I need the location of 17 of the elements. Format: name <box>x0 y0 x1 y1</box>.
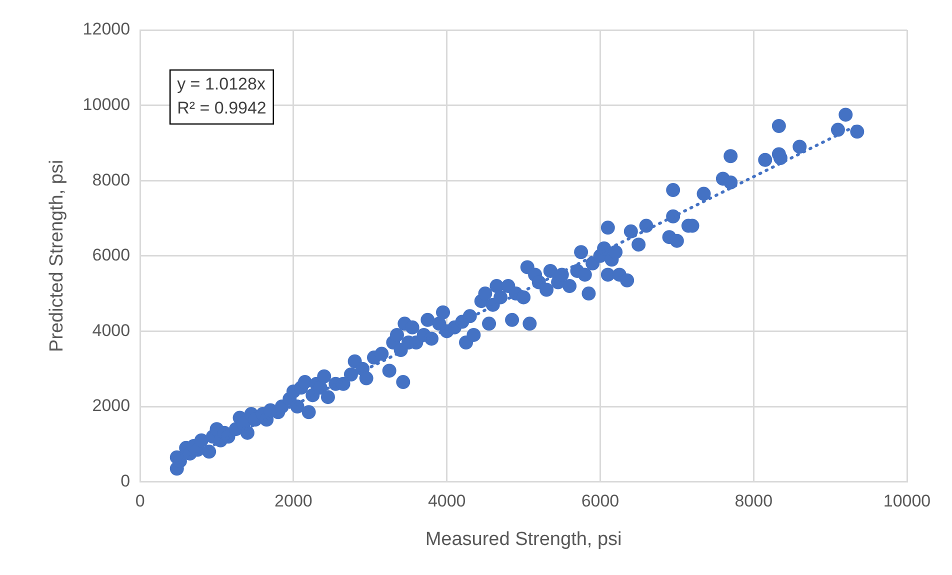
y-tick-label: 0 <box>120 471 130 490</box>
y-axis-title: Predicted Strength, psi <box>46 160 68 352</box>
x-tick-label: 10000 <box>883 492 931 511</box>
annotation: R² = 0.9942 <box>177 98 266 118</box>
annotation: y = 1.0128x <box>177 74 266 94</box>
y-tick-label: 8000 <box>92 170 130 190</box>
x-tick-label: 4000 <box>428 492 466 511</box>
y-tick-label: 6000 <box>92 246 130 265</box>
x-tick-label: 6000 <box>581 492 620 511</box>
y-tick-label: 12000 <box>82 20 130 39</box>
y-tick-label: 2000 <box>92 396 130 416</box>
y-tick-label: 10000 <box>82 94 130 114</box>
x-tick-label: 8000 <box>734 492 773 511</box>
x-tick-label: 0 <box>135 492 145 511</box>
y-tick-label: 4000 <box>92 320 130 340</box>
x-axis-title: Measured Strength, psi <box>425 528 622 550</box>
x-tick-label: 2000 <box>274 492 312 511</box>
